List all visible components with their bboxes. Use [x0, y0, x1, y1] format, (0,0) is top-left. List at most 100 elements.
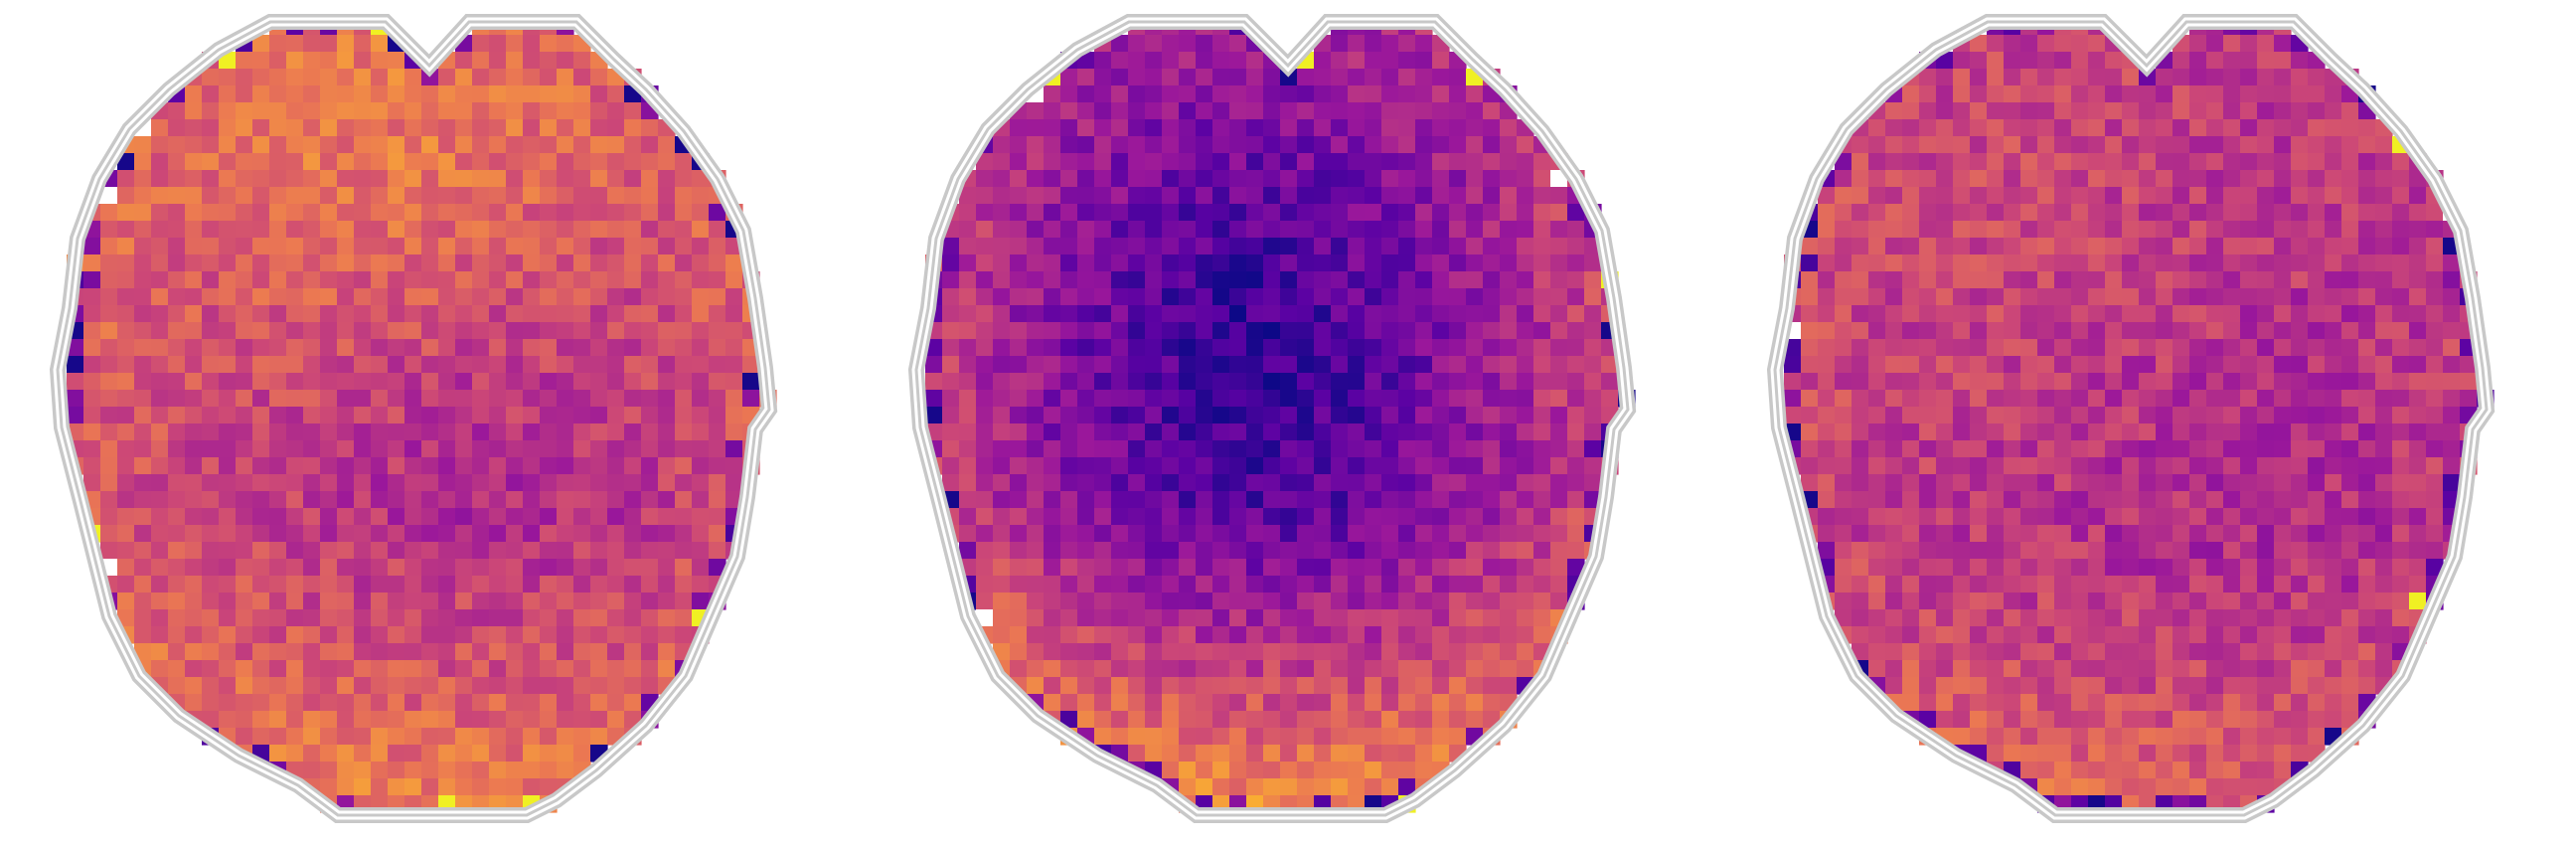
heatmap-cell: [658, 356, 676, 374]
heatmap-cell: [573, 407, 591, 424]
heatmap-cell: [2409, 508, 2427, 526]
heatmap-cell: [2375, 474, 2393, 492]
heatmap-cell: [1432, 305, 1450, 323]
heatmap-cell: [2274, 204, 2292, 222]
heatmap-cell: [1919, 694, 1937, 712]
heatmap-cell: [2274, 626, 2292, 644]
heatmap-cell: [2004, 254, 2021, 272]
heatmap-cell: [2173, 457, 2190, 475]
heatmap-cell: [1415, 576, 1433, 593]
heatmap-cell: [2341, 288, 2359, 306]
heatmap-cell: [2240, 85, 2258, 103]
heatmap-cell: [168, 660, 186, 678]
heatmap-cell: [1987, 457, 2005, 475]
heatmap-cell: [1263, 288, 1281, 306]
heatmap-cell: [489, 356, 507, 374]
heatmap-cell: [2240, 102, 2258, 120]
heatmap-cell: [455, 694, 473, 712]
heatmap-cell: [557, 322, 574, 340]
brain-slice-panel-3: [1717, 0, 2576, 847]
heatmap-cell: [2037, 373, 2055, 391]
heatmap-cell: [675, 322, 693, 340]
heatmap-cell: [421, 660, 439, 678]
heatmap-cell: [1128, 69, 1146, 86]
heatmap-cell: [2341, 170, 2359, 188]
heatmap-cell: [725, 390, 743, 408]
heatmap-cell: [2291, 609, 2309, 627]
heatmap-cell: [2274, 69, 2292, 86]
heatmap-cell: [1331, 694, 1349, 712]
heatmap-cell: [236, 491, 253, 509]
heatmap-cell: [523, 440, 541, 458]
heatmap-cell: [2189, 694, 2207, 712]
heatmap-cell: [1885, 457, 1903, 475]
heatmap-cell: [1212, 457, 1230, 475]
heatmap-cell: [2071, 559, 2089, 577]
heatmap-cell: [1297, 576, 1315, 593]
heatmap-cell: [1987, 288, 2005, 306]
heatmap-cell: [1835, 525, 1852, 543]
heatmap-cell: [1567, 525, 1585, 543]
heatmap-cell: [1500, 491, 1518, 509]
heatmap-cell: [252, 609, 270, 627]
heatmap-cell: [1010, 271, 1028, 289]
heatmap-cell: [286, 221, 304, 239]
heatmap-cell: [388, 576, 405, 593]
heatmap-cell: [2189, 407, 2207, 424]
heatmap-cell: [1466, 626, 1484, 644]
heatmap-cell: [2004, 576, 2021, 593]
heatmap-cell: [573, 440, 591, 458]
heatmap-cell: [959, 254, 977, 272]
heatmap-cell: [2156, 559, 2174, 577]
heatmap-cell: [2426, 373, 2444, 391]
heatmap-cell: [2375, 491, 2393, 509]
heatmap-cell: [573, 593, 591, 610]
heatmap-cell: [675, 508, 693, 526]
heatmap-cell: [1348, 102, 1366, 120]
heatmap-cell: [134, 322, 152, 340]
heatmap-cell: [557, 204, 574, 222]
heatmap-cell: [2122, 508, 2140, 526]
heatmap-cell: [1365, 525, 1382, 543]
heatmap-cell: [2088, 271, 2106, 289]
heatmap-cell: [1094, 339, 1112, 357]
heatmap-cell: [185, 170, 203, 188]
heatmap-cell: [2206, 85, 2224, 103]
heatmap-cell: [472, 373, 490, 391]
heatmap-cell: [134, 339, 152, 357]
heatmap-cell: [320, 711, 338, 729]
heatmap-cell: [1835, 271, 1852, 289]
heatmap-cell: [1567, 254, 1585, 272]
heatmap-cell: [320, 254, 338, 272]
heatmap-cell: [1212, 525, 1230, 543]
heatmap-cell: [1010, 119, 1028, 137]
heatmap-cell: [421, 322, 439, 340]
heatmap-cell: [2189, 576, 2207, 593]
heatmap-cell: [1517, 457, 1534, 475]
heatmap-cell: [1060, 677, 1078, 695]
heatmap-cell: [2139, 221, 2157, 239]
heatmap-cell: [489, 440, 507, 458]
heatmap-cell: [2173, 778, 2190, 796]
heatmap-cell: [202, 102, 220, 120]
heatmap-cell: [2240, 593, 2258, 610]
heatmap-cell: [1077, 711, 1095, 729]
heatmap-cell: [2291, 238, 2309, 255]
heatmap-cell: [1179, 170, 1197, 188]
heatmap-cell: [117, 170, 135, 188]
heatmap-cell: [1348, 745, 1366, 762]
heatmap-cell: [421, 525, 439, 543]
heatmap-cell: [269, 542, 287, 560]
heatmap-cell: [2088, 559, 2106, 577]
heatmap-cell: [388, 559, 405, 577]
heatmap-cell: [2071, 542, 2089, 560]
heatmap-cell: [1145, 85, 1163, 103]
heatmap-cell: [2325, 85, 2342, 103]
heatmap-cell: [607, 609, 625, 627]
heatmap-cell: [337, 728, 355, 746]
heatmap-cell: [117, 491, 135, 509]
heatmap-cell: [151, 390, 169, 408]
heatmap-cell: [1094, 238, 1112, 255]
heatmap-cell: [354, 711, 372, 729]
heatmap-cell: [320, 491, 338, 509]
